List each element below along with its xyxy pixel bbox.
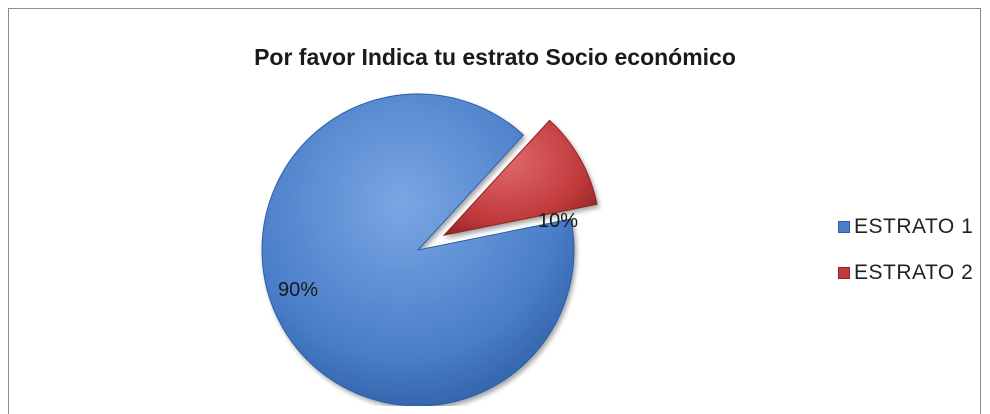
chart-title: Por favor Indica tu estrato Socio económ… <box>254 44 736 70</box>
chart-legend: ESTRATO 1 ESTRATO 2 <box>838 204 973 296</box>
legend-item-estrato-2: ESTRATO 2 <box>838 250 973 296</box>
legend-label: ESTRATO 1 <box>854 215 974 238</box>
legend-item-estrato-1: ESTRATO 1 <box>838 204 973 250</box>
legend-swatch-estrato-1 <box>838 221 850 233</box>
data-label: 90% <box>278 279 318 301</box>
pie-slice-estrato-2 <box>442 119 598 237</box>
data-label: 10% <box>538 210 578 232</box>
pie-slice-estrato-1 <box>261 93 575 406</box>
legend-swatch-estrato-2 <box>838 267 850 279</box>
legend-label: ESTRATO 2 <box>854 261 974 284</box>
